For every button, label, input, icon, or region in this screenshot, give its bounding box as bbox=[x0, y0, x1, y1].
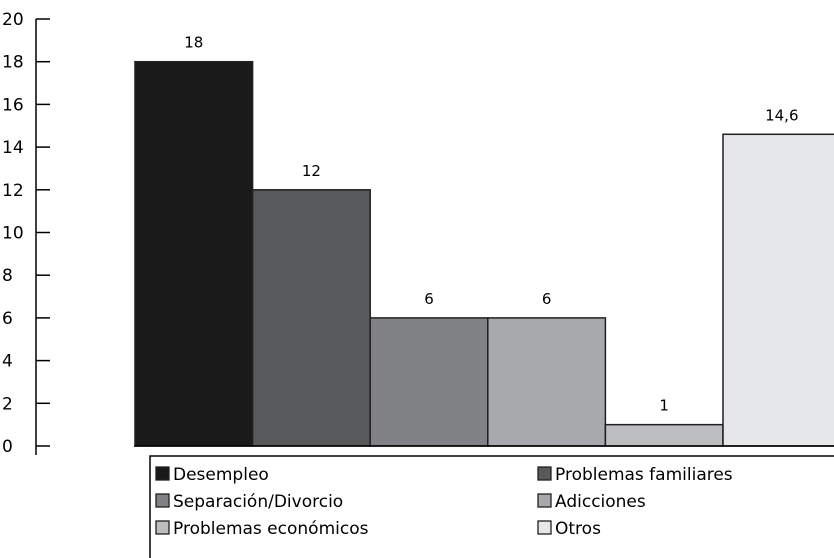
y-tick-label-12: 12 bbox=[2, 181, 24, 201]
data-label-5: 1 bbox=[659, 397, 669, 415]
legend: Desempleo Problemas familiares Separación/… bbox=[155, 465, 733, 539]
y-tick-label-16: 16 bbox=[2, 95, 24, 115]
legend-label-5: Problemas económicos bbox=[173, 519, 369, 539]
data-labels: 18 12 6 6 1 14,6 bbox=[184, 34, 798, 415]
data-label-6: 14,6 bbox=[765, 106, 798, 124]
legend-swatch-3 bbox=[155, 493, 170, 508]
bar-1 bbox=[134, 60, 254, 447]
bars bbox=[134, 60, 834, 447]
y-tick-label-2: 2 bbox=[2, 394, 13, 414]
legend-swatch-4 bbox=[537, 493, 552, 508]
data-label-2: 12 bbox=[302, 162, 321, 180]
y-tick-label-18: 18 bbox=[2, 53, 24, 73]
legend-swatch-1 bbox=[155, 466, 170, 481]
data-label-1: 18 bbox=[184, 34, 203, 52]
legend-box bbox=[149, 455, 834, 558]
legend-swatch-5 bbox=[155, 520, 170, 535]
y-tick-label-14: 14 bbox=[2, 138, 24, 158]
legend-label-3: Separación/Divorcio bbox=[173, 492, 343, 512]
bar-5 bbox=[604, 423, 724, 447]
legend-swatch-2 bbox=[537, 466, 552, 481]
legend-label-1: Desempleo bbox=[173, 465, 269, 485]
y-tick-label-10: 10 bbox=[2, 224, 24, 244]
bar-4 bbox=[487, 317, 607, 447]
legend-label-2: Problemas familiares bbox=[555, 465, 733, 485]
y-tick-label-20: 20 bbox=[2, 10, 24, 30]
bar-2 bbox=[251, 189, 371, 447]
y-tick-label-4: 4 bbox=[2, 352, 13, 372]
y-tick-label-0: 0 bbox=[2, 437, 13, 457]
y-tick-label-8: 8 bbox=[2, 266, 13, 286]
data-label-3: 6 bbox=[424, 290, 434, 308]
bar-6 bbox=[722, 133, 834, 447]
legend-label-4: Adicciones bbox=[555, 492, 646, 512]
data-label-4: 6 bbox=[542, 290, 552, 308]
bar-3 bbox=[369, 317, 489, 447]
legend-swatch-6 bbox=[537, 520, 552, 535]
legend-label-6: Otros bbox=[555, 519, 601, 539]
y-tick-label-6: 6 bbox=[2, 309, 13, 329]
y-axis: 0 2 4 6 8 10 12 14 16 18 20 bbox=[2, 10, 50, 457]
